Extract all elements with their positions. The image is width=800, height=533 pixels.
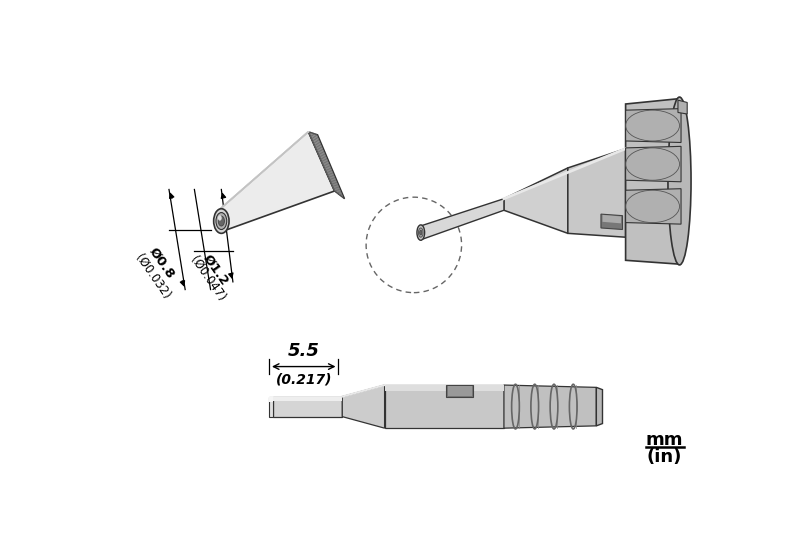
Polygon shape (385, 385, 504, 428)
Polygon shape (273, 397, 342, 417)
Ellipse shape (668, 97, 691, 265)
Polygon shape (342, 385, 385, 428)
Polygon shape (678, 100, 687, 114)
Text: (Ø0.047): (Ø0.047) (187, 254, 228, 304)
Ellipse shape (420, 230, 422, 235)
Polygon shape (568, 149, 626, 237)
Text: Ø0.8: Ø0.8 (146, 245, 178, 281)
Text: 5.5: 5.5 (288, 342, 320, 360)
Polygon shape (626, 189, 681, 224)
Polygon shape (626, 109, 681, 142)
Ellipse shape (418, 228, 423, 237)
Polygon shape (269, 397, 273, 417)
Polygon shape (504, 168, 568, 233)
Polygon shape (602, 215, 621, 223)
Polygon shape (269, 397, 273, 402)
Polygon shape (308, 132, 345, 199)
Polygon shape (446, 385, 473, 397)
Polygon shape (596, 387, 602, 426)
Text: (0.217): (0.217) (275, 373, 332, 387)
Polygon shape (626, 147, 681, 182)
Text: mm: mm (646, 431, 683, 449)
Polygon shape (626, 99, 679, 264)
Polygon shape (422, 199, 504, 239)
Ellipse shape (216, 213, 226, 230)
Polygon shape (504, 385, 596, 428)
Text: (in): (in) (646, 448, 682, 466)
Ellipse shape (218, 216, 225, 226)
Ellipse shape (218, 215, 222, 221)
Polygon shape (448, 386, 472, 396)
Polygon shape (385, 385, 504, 391)
Ellipse shape (214, 209, 229, 233)
Polygon shape (216, 132, 334, 230)
Ellipse shape (417, 225, 425, 240)
Polygon shape (273, 397, 342, 401)
Polygon shape (601, 214, 622, 230)
Text: (Ø0.032): (Ø0.032) (133, 252, 173, 302)
Text: Ø1.2: Ø1.2 (201, 252, 231, 287)
